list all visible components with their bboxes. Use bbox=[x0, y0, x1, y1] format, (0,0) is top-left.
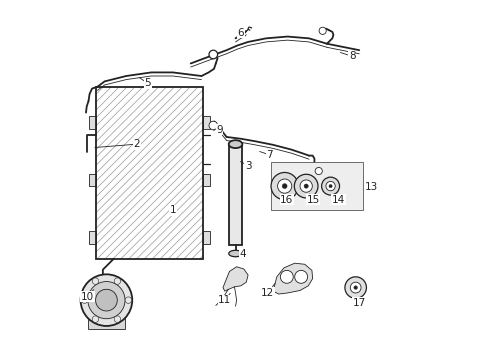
Bar bbox=[89, 116, 96, 129]
Circle shape bbox=[88, 282, 125, 319]
Circle shape bbox=[92, 316, 99, 322]
Circle shape bbox=[95, 289, 117, 311]
Circle shape bbox=[300, 180, 312, 192]
Bar bbox=[96, 87, 203, 259]
Text: 3: 3 bbox=[244, 161, 251, 171]
Circle shape bbox=[349, 282, 360, 293]
Circle shape bbox=[114, 278, 121, 284]
Circle shape bbox=[321, 177, 339, 195]
Text: 4: 4 bbox=[239, 248, 245, 258]
Text: 17: 17 bbox=[352, 298, 365, 308]
Bar bbox=[203, 116, 209, 129]
Circle shape bbox=[294, 174, 317, 198]
Circle shape bbox=[114, 316, 121, 322]
Text: 13: 13 bbox=[365, 182, 378, 192]
Polygon shape bbox=[223, 267, 247, 291]
Circle shape bbox=[81, 274, 132, 326]
Circle shape bbox=[81, 297, 87, 303]
Circle shape bbox=[353, 286, 357, 289]
Text: 9: 9 bbox=[216, 125, 222, 135]
Text: 14: 14 bbox=[331, 195, 345, 205]
Text: 2: 2 bbox=[133, 139, 140, 149]
Circle shape bbox=[92, 278, 99, 284]
Circle shape bbox=[328, 184, 331, 188]
Text: 1: 1 bbox=[169, 206, 176, 216]
Circle shape bbox=[208, 121, 217, 130]
Circle shape bbox=[344, 277, 366, 298]
Text: 12: 12 bbox=[261, 288, 274, 298]
Circle shape bbox=[277, 179, 291, 193]
Circle shape bbox=[125, 297, 131, 303]
Text: 11: 11 bbox=[218, 295, 231, 305]
Circle shape bbox=[208, 50, 217, 59]
Bar bbox=[203, 231, 209, 244]
Circle shape bbox=[304, 184, 307, 188]
Circle shape bbox=[270, 172, 298, 200]
Polygon shape bbox=[273, 263, 312, 294]
Text: 8: 8 bbox=[348, 51, 355, 61]
Text: 7: 7 bbox=[266, 150, 272, 160]
Ellipse shape bbox=[228, 250, 242, 257]
Bar bbox=[203, 174, 209, 186]
Text: 15: 15 bbox=[306, 195, 319, 205]
Text: 6: 6 bbox=[237, 28, 244, 38]
Circle shape bbox=[319, 27, 325, 35]
Bar bbox=[96, 87, 203, 259]
Bar bbox=[228, 144, 242, 244]
Text: 16: 16 bbox=[280, 195, 293, 205]
Text: 5: 5 bbox=[144, 78, 151, 88]
Circle shape bbox=[282, 184, 286, 189]
Bar bbox=[89, 174, 96, 186]
Bar bbox=[89, 231, 96, 244]
Text: 10: 10 bbox=[81, 292, 94, 302]
Bar bbox=[96, 87, 203, 259]
Circle shape bbox=[325, 181, 335, 191]
Circle shape bbox=[314, 167, 322, 175]
Circle shape bbox=[280, 270, 293, 283]
Bar bbox=[88, 316, 124, 329]
Bar bbox=[271, 162, 362, 211]
Circle shape bbox=[294, 270, 307, 283]
Ellipse shape bbox=[228, 140, 242, 148]
